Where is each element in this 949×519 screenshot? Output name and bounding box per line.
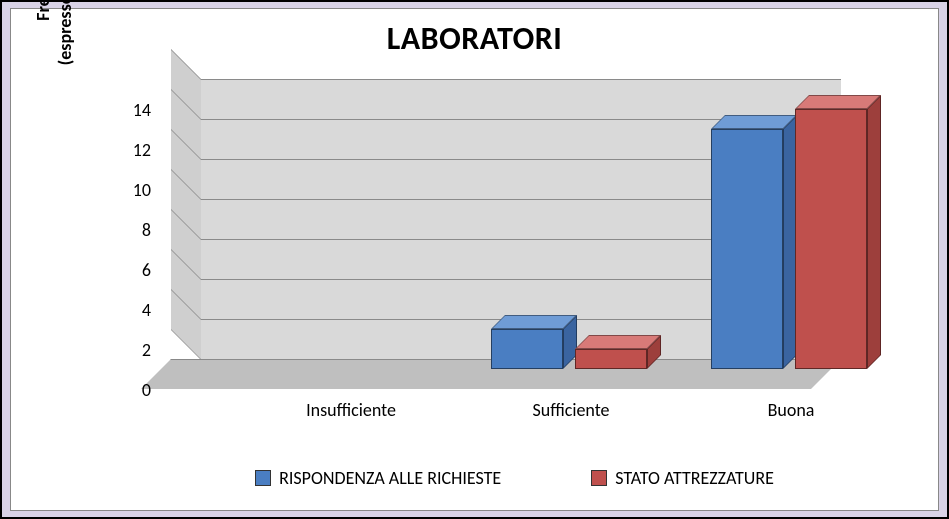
- legend-item-series-2: STATO ATTREZZATURE: [591, 467, 774, 489]
- bar: [711, 129, 783, 369]
- category-label: Insufficiente: [251, 399, 451, 421]
- legend-label-series-1: RISPONDENZA ALLE RICHIESTE: [279, 467, 501, 489]
- bar: [575, 349, 647, 369]
- chart-title: LABORATORI: [11, 19, 938, 58]
- y-tick-label: 14: [111, 99, 151, 121]
- bar: [491, 329, 563, 369]
- legend-swatch-series-2: [591, 470, 607, 486]
- legend: RISPONDENZA ALLE RICHIESTE STATO ATTREZZ…: [111, 458, 918, 498]
- y-tick-label: 4: [111, 299, 151, 321]
- chart-sidewall: [171, 49, 201, 359]
- y-tick-label: 12: [111, 139, 151, 161]
- legend-label-series-2: STATO ATTREZZATURE: [615, 467, 774, 489]
- bar: [795, 109, 867, 369]
- y-tick-label: 10: [111, 179, 151, 201]
- y-axis-title: Frequenze assolute (espresse nelle sched…: [33, 0, 76, 99]
- category-label: Sufficiente: [471, 399, 671, 421]
- chart-area: 02468101214InsufficienteSufficienteBuona: [171, 79, 931, 419]
- legend-item-series-1: RISPONDENZA ALLE RICHIESTE: [255, 467, 501, 489]
- y-axis-title-line2: (espresse nelle schede docenti): [55, 0, 77, 99]
- y-tick-label: 2: [111, 339, 151, 361]
- y-tick-label: 0: [111, 379, 151, 401]
- y-tick-label: 8: [111, 219, 151, 241]
- chart-plotbox: LABORATORI Frequenze assolute (espresse …: [10, 8, 939, 511]
- category-label: Buona: [691, 399, 891, 421]
- gridline: [201, 79, 841, 80]
- legend-swatch-series-1: [255, 470, 271, 486]
- y-axis-title-line1: Frequenze assolute: [32, 0, 54, 21]
- y-tick-label: 6: [111, 259, 151, 281]
- chart-frame: LABORATORI Frequenze assolute (espresse …: [0, 0, 949, 519]
